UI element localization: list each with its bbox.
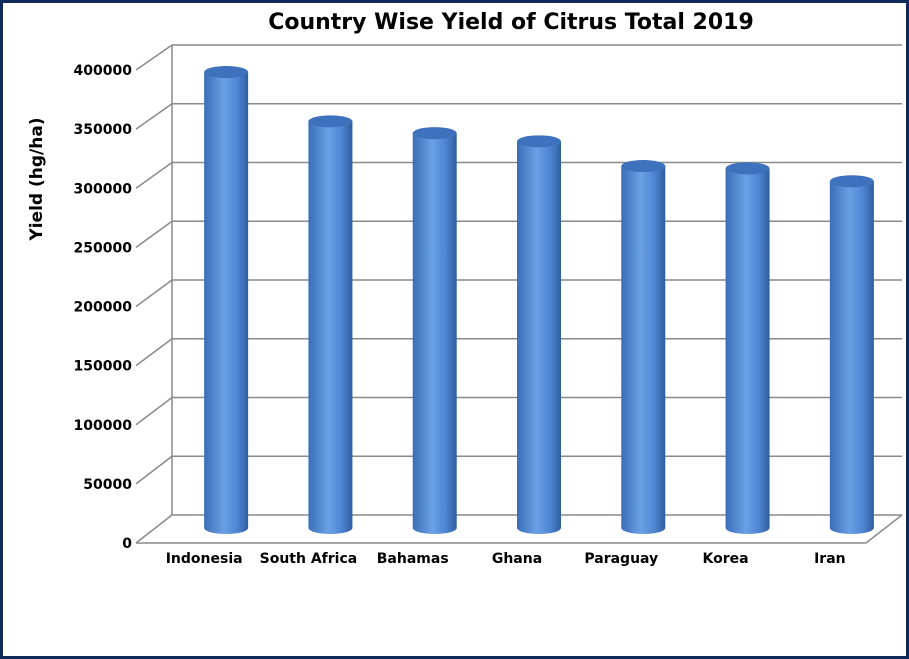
y-tick-label: 100000: [74, 418, 133, 434]
x-tick-label: Ghana: [492, 551, 542, 567]
bar-body: [204, 72, 249, 535]
bar-body: [725, 168, 770, 534]
y-tick-label: 50000: [83, 477, 132, 493]
bar-body: [517, 141, 561, 534]
bar: [517, 135, 561, 534]
gridline-side: [135, 161, 173, 189]
gridline-side: [135, 279, 173, 308]
gridline-side: [135, 455, 173, 485]
y-tick-label: 350000: [74, 122, 133, 138]
x-tick-label: Paraguay: [584, 551, 658, 567]
x-tick-label: Iran: [814, 551, 846, 567]
bar-body: [829, 181, 874, 535]
x-tick-label: Korea: [703, 551, 749, 567]
y-tick-labels: 0 50000 100000 150000 200000 250000 300000 3500…: [74, 63, 133, 552]
y-tick-label: 250000: [74, 240, 133, 256]
y-axis-label: Yield (hg/ha): [27, 117, 47, 241]
bar-top: [204, 66, 249, 79]
bar-body: [621, 166, 666, 534]
gridline-side: [135, 103, 173, 130]
y-tick-label: 300000: [74, 181, 133, 197]
bar: [308, 115, 353, 534]
y-tick-label: 200000: [74, 300, 133, 316]
bar: [412, 127, 457, 534]
y-tick-label: 400000: [74, 63, 133, 79]
gridline-side: [135, 514, 173, 544]
x-tick-label: South Africa: [260, 551, 358, 567]
bar-body: [412, 133, 457, 534]
bar: [829, 175, 874, 535]
bar-body: [308, 121, 353, 534]
bar-top: [621, 160, 666, 173]
bar-top: [412, 127, 457, 140]
floor-right-edge: [865, 514, 903, 544]
gridline-side: [135, 338, 173, 367]
gridline-side: [135, 44, 173, 71]
x-tick-labels: Indonesia South Africa Bahamas Ghana Paragua…: [166, 551, 846, 567]
bar-top: [725, 162, 770, 175]
bar-top: [517, 135, 561, 148]
y-tick-label: 0: [122, 536, 132, 552]
bar: [204, 66, 249, 535]
bar-top: [829, 175, 874, 188]
chart-title: Country Wise Yield of Citrus Total 2019: [268, 10, 754, 35]
bar: [621, 160, 666, 534]
y-tick-label: 150000: [74, 359, 133, 375]
x-tick-label: Bahamas: [377, 551, 449, 567]
bar: [725, 162, 770, 534]
bar-top: [308, 115, 353, 128]
x-tick-label: Indonesia: [166, 551, 243, 567]
gridline-side: [135, 396, 173, 426]
bars: [204, 66, 874, 535]
gridline-side: [135, 220, 173, 248]
